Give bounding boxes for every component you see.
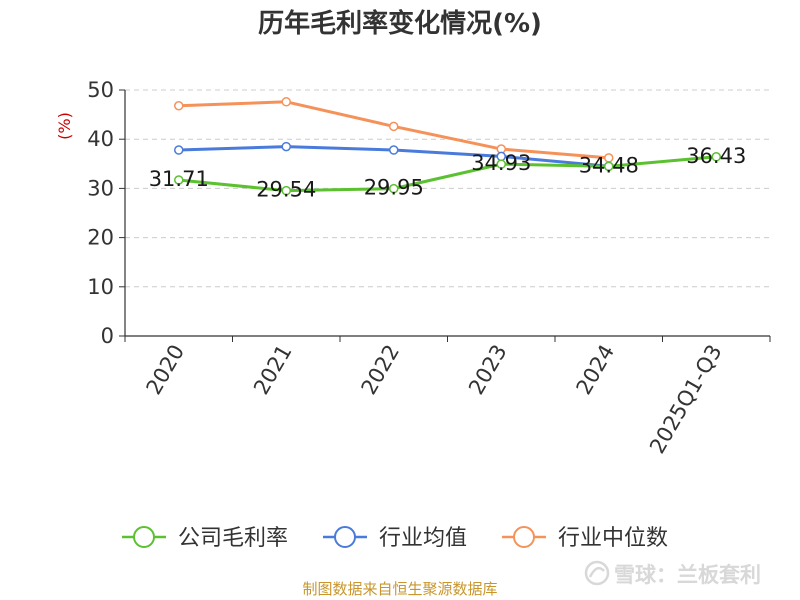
y-tick-label: 30 — [87, 176, 114, 200]
legend-marker-icon — [513, 526, 535, 548]
legend-label: 行业均值 — [379, 526, 467, 551]
data-point — [389, 121, 399, 132]
data-label: 36.43 — [686, 144, 746, 168]
y-axis-label: (%) — [55, 112, 74, 140]
data-label: 31.71 — [149, 167, 209, 191]
data-point — [174, 145, 184, 155]
legend-label: 行业中位数 — [558, 526, 668, 551]
legend[interactable]: 公司毛利率 行业均值 行业中位数 — [122, 526, 668, 551]
data-point — [604, 161, 614, 172]
y-tick-label: 10 — [87, 275, 114, 299]
legend-item[interactable]: 行业中位数 — [502, 526, 668, 551]
data-point — [389, 145, 399, 155]
data-point — [281, 141, 291, 152]
legend-item[interactable]: 公司毛利率 — [122, 526, 288, 551]
x-tick-label: 2023 — [464, 341, 512, 399]
watermark: 雪球：兰板套利 — [584, 560, 761, 587]
x-tick-label: 2024 — [572, 341, 620, 399]
legend-item[interactable]: 行业均值 — [323, 526, 467, 551]
x-tick-label: 2021 — [249, 341, 297, 399]
chart-title: 历年毛利率变化情况(%) — [258, 8, 542, 39]
data-point — [281, 97, 291, 107]
series-company — [174, 152, 721, 196]
watermark-text: 雪球：兰板套利 — [614, 563, 761, 587]
source-footer: 制图数据来自恒生聚源数据库 — [302, 580, 497, 598]
series-group: 31.71 29.54 29.95 34.93 34.48 36.43 — [149, 97, 747, 202]
data-point — [496, 159, 506, 169]
data-labels: 31.71 29.54 29.95 34.93 34.48 36.43 — [149, 144, 747, 202]
snowball-logo-icon — [584, 560, 610, 586]
data-point — [281, 185, 291, 196]
data-point — [174, 175, 184, 185]
legend-marker-icon — [334, 526, 356, 548]
y-tick-label: 50 — [87, 78, 114, 102]
x-tick-label: 2020 — [142, 341, 190, 399]
data-point — [389, 183, 399, 194]
data-label: 34.48 — [579, 153, 639, 177]
y-tick-label: 0 — [101, 324, 114, 348]
gridlines — [125, 89, 770, 288]
data-label: 34.93 — [471, 151, 531, 175]
legend-label: 公司毛利率 — [178, 526, 288, 551]
x-tick-label: 2025Q1-Q3 — [645, 341, 727, 458]
data-label: 29.95 — [364, 176, 424, 200]
data-label: 29.54 — [256, 178, 316, 202]
series-industry-median — [174, 97, 614, 163]
legend-marker-icon — [133, 526, 155, 548]
series-line — [178, 155, 717, 193]
y-tick-label: 40 — [87, 127, 114, 151]
data-point — [711, 152, 721, 162]
x-tick-label: 2022 — [357, 341, 405, 399]
data-point — [174, 100, 184, 111]
y-tick-label: 20 — [87, 226, 114, 250]
